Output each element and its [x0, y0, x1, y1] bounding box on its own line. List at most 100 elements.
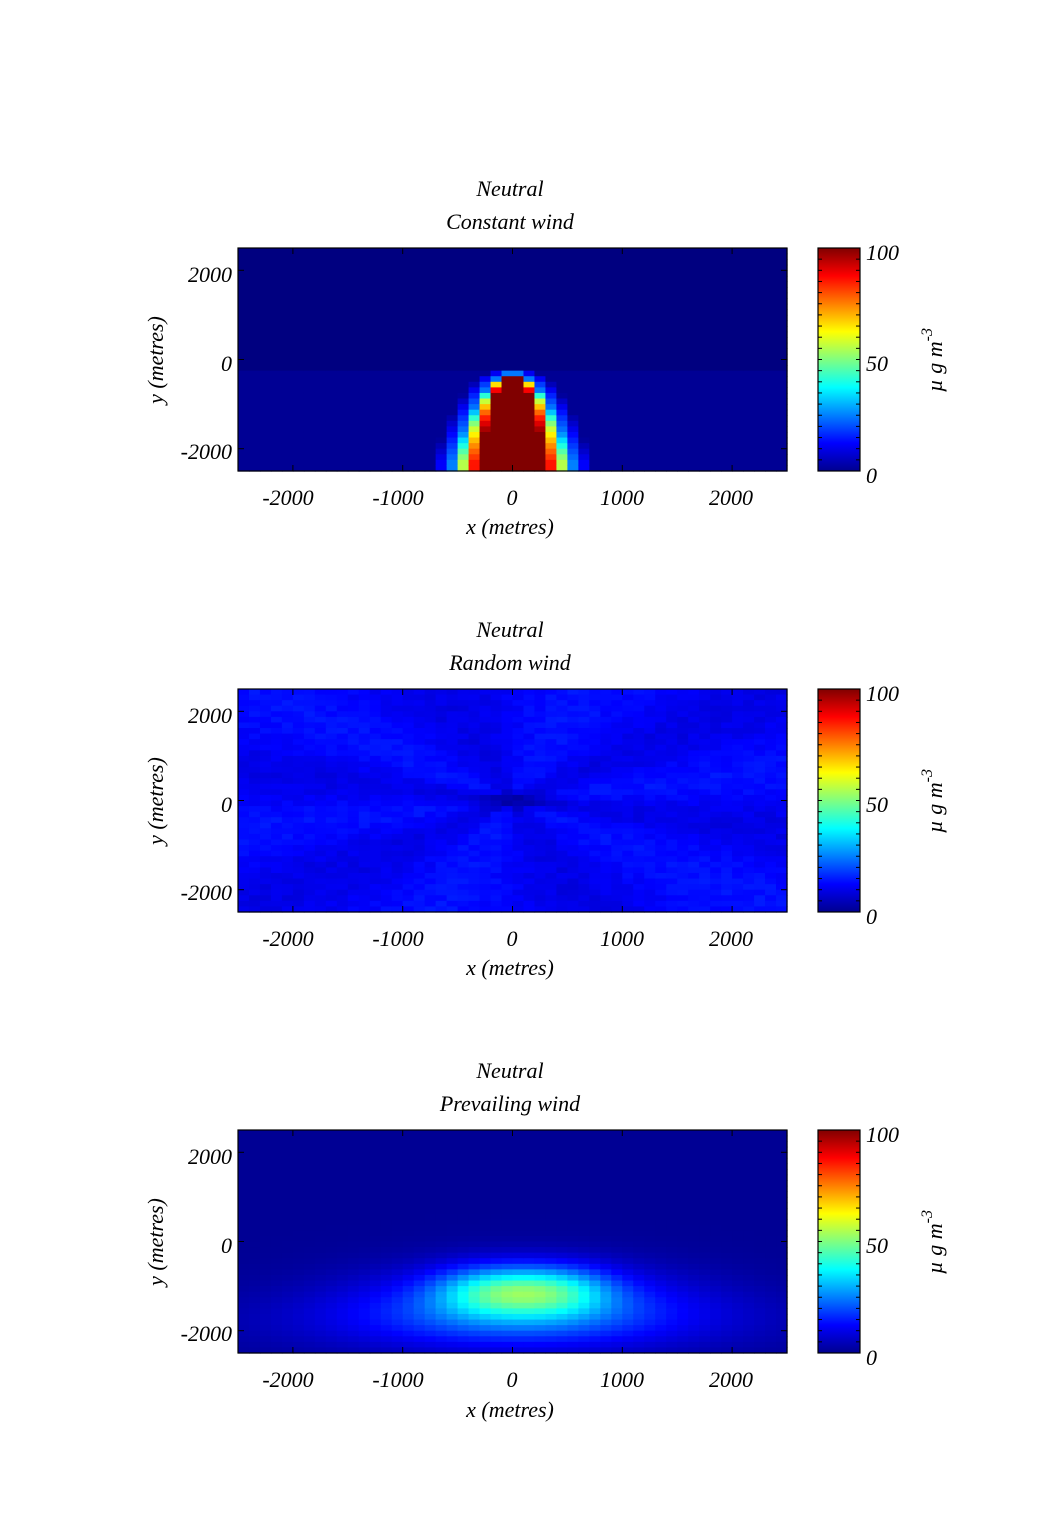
heatmap-cell [270, 1252, 283, 1259]
heatmap-cell [292, 437, 305, 444]
heatmap-cell [666, 845, 678, 852]
heatmap-cell [380, 1308, 393, 1315]
heatmap-cell [314, 253, 327, 260]
heatmap-cell [534, 292, 547, 299]
heatmap-cell [435, 404, 448, 411]
heatmap-cell [314, 454, 327, 461]
heatmap-cell [666, 370, 678, 377]
heatmap-cell [281, 1286, 294, 1293]
heatmap-cell [413, 1297, 426, 1304]
heatmap-cell [501, 895, 514, 902]
heatmap-cell [314, 1319, 327, 1326]
heatmap-cell [710, 767, 722, 774]
heatmap-cell [248, 1286, 261, 1293]
heatmap-cell [600, 711, 612, 718]
heatmap-cell [710, 337, 722, 344]
heatmap-cell [589, 728, 601, 735]
heatmap-cell [699, 320, 711, 327]
heatmap-cell [292, 1319, 305, 1326]
heatmap-cell [259, 1347, 272, 1354]
heatmap-cell [336, 314, 349, 322]
heatmap-cell [292, 1219, 305, 1226]
heatmap-cell [754, 287, 766, 294]
heatmap-cell [380, 817, 393, 824]
heatmap-cell [677, 415, 689, 422]
heatmap-cell [556, 900, 568, 908]
heatmap-cell [611, 884, 623, 891]
heatmap-cell [545, 867, 558, 874]
heatmap-cell [238, 884, 250, 891]
heatmap-cell [380, 1146, 393, 1153]
heatmap-cell [490, 431, 503, 439]
heatmap-cell [512, 454, 525, 461]
heatmap-cell [633, 689, 645, 696]
heatmap-cell [292, 326, 305, 333]
heatmap-cell [556, 806, 568, 813]
heatmap-cell [435, 1280, 448, 1287]
heatmap-cell [567, 281, 579, 288]
heatmap-cell [677, 370, 689, 377]
heatmap-cell [435, 872, 448, 880]
heatmap-cells [238, 248, 788, 472]
heatmap-cell [238, 1230, 250, 1237]
heatmap-cell [270, 867, 283, 874]
heatmap-cell [380, 1185, 393, 1192]
heatmap-cell [380, 700, 393, 707]
heatmap-cell [765, 275, 777, 283]
heatmap-cell [512, 420, 525, 427]
heatmap-cell [710, 331, 722, 338]
heatmap-cell [402, 1325, 415, 1332]
heatmap-cell [468, 381, 481, 388]
heatmap-cell [424, 884, 437, 891]
heatmap-cell [435, 689, 448, 696]
heatmap-cell [776, 850, 788, 857]
heatmap-cell [446, 1163, 459, 1170]
heatmap-cell [622, 270, 634, 277]
heatmap-cell [611, 867, 623, 874]
heatmap-cell [270, 822, 283, 829]
heatmap-cell [578, 750, 590, 757]
heatmap-cell [512, 392, 525, 400]
heatmap-cell [358, 404, 371, 411]
heatmap-cell [589, 248, 601, 255]
heatmap-cell [347, 314, 360, 322]
heatmap-cell [534, 420, 547, 427]
heatmap-cell [435, 884, 448, 891]
heatmap-cell [325, 1302, 338, 1309]
heatmap-cell [688, 398, 700, 405]
heatmap-cell [688, 275, 700, 283]
heatmap-cell [380, 895, 393, 902]
heatmap-cell [732, 733, 744, 740]
heatmap-cell [622, 348, 634, 355]
heatmap-cell [633, 248, 645, 255]
heatmap-cell [314, 1325, 327, 1332]
heatmap-cell [391, 1219, 404, 1226]
heatmap-cell [358, 1180, 371, 1187]
heatmap-cell [501, 906, 514, 913]
heatmap-cell [424, 392, 437, 400]
heatmap-cell [292, 459, 305, 467]
heatmap-cell [248, 292, 261, 299]
heatmap-cell [611, 722, 623, 729]
heatmap-cell [699, 694, 711, 701]
heatmap-cell [743, 459, 755, 467]
heatmap-cell [358, 1269, 371, 1276]
heatmap-cell [402, 337, 415, 344]
heatmap-cell [468, 839, 481, 846]
heatmap-cell [501, 817, 514, 824]
heatmap-cell [776, 459, 788, 467]
heatmap-cell [281, 392, 294, 400]
heatmap-cell [523, 248, 536, 255]
heatmap-cell [303, 744, 316, 751]
heatmap-cell [292, 811, 305, 818]
heatmap-cell [303, 431, 316, 439]
heatmap-cell [556, 454, 568, 461]
heatmap-cell [347, 1247, 360, 1254]
heatmap-cell [369, 1191, 382, 1198]
heatmap-cell [446, 270, 459, 277]
heatmap-cell [413, 1313, 426, 1321]
heatmap-cell [347, 1308, 360, 1315]
heatmap-cell [666, 253, 678, 260]
heatmap-cell [380, 872, 393, 880]
heatmap-cell [292, 1308, 305, 1315]
